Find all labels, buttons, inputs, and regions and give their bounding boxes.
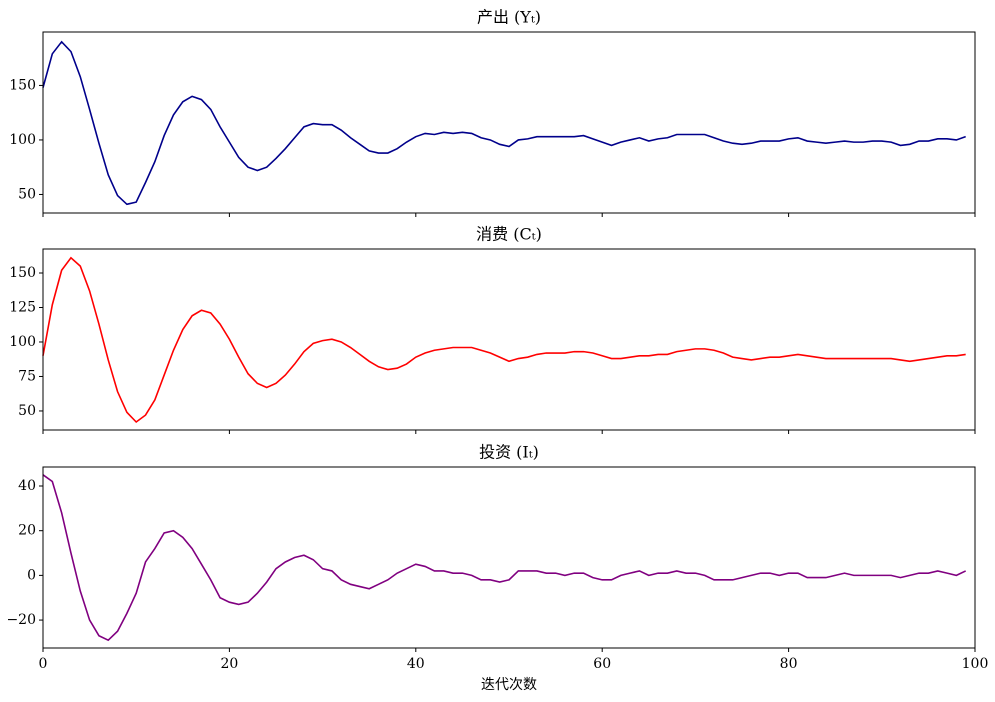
x-tick-label: 0	[39, 656, 48, 672]
x-tick-label: 20	[220, 656, 238, 672]
y-tick-label: 50	[18, 403, 36, 419]
x-axis-label: 迭代次数	[481, 677, 537, 693]
y-tick-label: −20	[6, 612, 36, 628]
y-tick-label: 20	[18, 523, 36, 539]
series-line	[42, 40, 966, 206]
x-tick-label: 60	[593, 656, 611, 672]
y-tick-label: 100	[9, 334, 36, 350]
subplot-title: 产出 (Yₜ)	[477, 8, 541, 27]
y-tick-label: 0	[27, 567, 36, 583]
x-tick-label: 100	[962, 656, 989, 672]
y-tick-label: 40	[18, 478, 36, 494]
series-line	[42, 256, 966, 424]
y-tick-label: 150	[9, 77, 36, 93]
axes-frame	[42, 248, 976, 431]
y-tick-label: 125	[9, 299, 36, 315]
x-tick-label: 80	[780, 656, 798, 672]
x-tick-label: 40	[407, 656, 425, 672]
series-line	[42, 474, 967, 642]
subplot-title: 消费 (Cₜ)	[476, 225, 542, 244]
y-tick-label: 150	[9, 265, 36, 281]
y-tick-label: 100	[9, 132, 36, 148]
y-tick-label: 75	[18, 368, 36, 384]
y-tick-label: 50	[18, 186, 36, 202]
axes-frame	[42, 31, 976, 214]
subplot-title: 投资 (Iₜ)	[479, 443, 539, 462]
axes-frame	[42, 466, 976, 649]
